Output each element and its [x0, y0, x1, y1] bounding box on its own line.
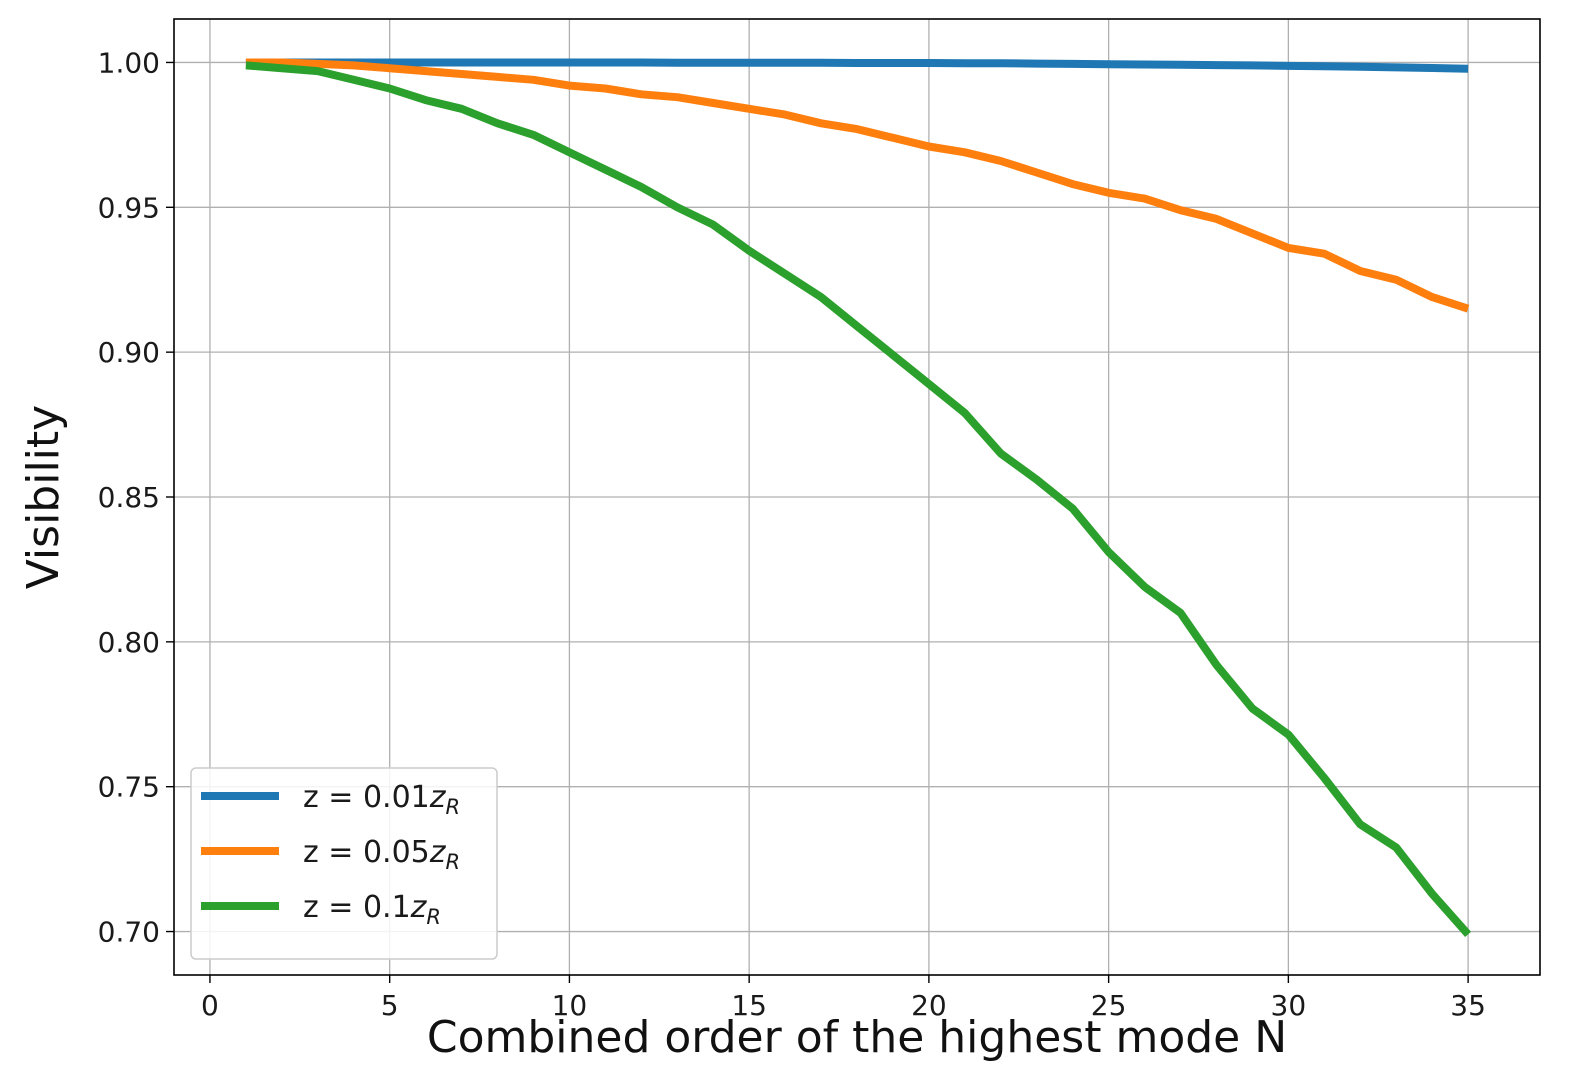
legend-entry-2: z = 0.05zR: [303, 835, 460, 874]
y-axis-label: Visibility: [18, 405, 69, 589]
legend-entry-1: z = 0.01zR: [303, 780, 460, 819]
y-tick-label: 0.85: [98, 481, 160, 514]
series-line-3: [245, 61, 1472, 938]
x-axis-label: Combined order of the highest mode N: [427, 1012, 1287, 1063]
y-tick-label: 0.80: [98, 626, 160, 659]
legend-label: z = 0.05: [303, 835, 430, 870]
legend-label-italic: z: [429, 835, 447, 870]
legend-entry-3: z = 0.1zR: [303, 890, 441, 929]
x-tick-label: 35: [1450, 989, 1486, 1022]
series-line-2: [245, 58, 1470, 313]
legend-box: [190, 767, 498, 960]
y-tick-label: 0.75: [98, 771, 160, 804]
legend-label-subscript: R: [446, 850, 461, 874]
legend-label-italic: z: [429, 780, 447, 815]
x-tick-label: 0: [201, 989, 219, 1022]
x-tick-label: 5: [381, 989, 399, 1022]
legend-label: z = 0.01: [303, 780, 430, 815]
axis-ticks: 0 5 10 15 20 25 30 35 0.70 0.75 0.80 0.85 0.90 0.95 1.…: [98, 46, 1486, 1022]
legend-label-subscript: R: [426, 905, 441, 929]
legend-label-italic: z: [410, 890, 428, 925]
x-tick-label: 25: [1091, 989, 1127, 1022]
y-tick-label: 1.00: [98, 46, 160, 79]
series-line-1: [245, 58, 1469, 73]
x-tick-label: 15: [731, 989, 767, 1022]
y-tick-label: 0.95: [98, 191, 160, 224]
legend-label: z = 0.1: [303, 890, 411, 925]
x-tick-label: 10: [552, 989, 588, 1022]
x-tick-label: 20: [911, 989, 947, 1022]
series-lines: [245, 58, 1472, 938]
y-tick-label: 0.70: [98, 916, 160, 949]
y-tick-label: 0.90: [98, 336, 160, 369]
legend-label-subscript: R: [446, 795, 461, 819]
x-tick-label: 30: [1271, 989, 1307, 1022]
